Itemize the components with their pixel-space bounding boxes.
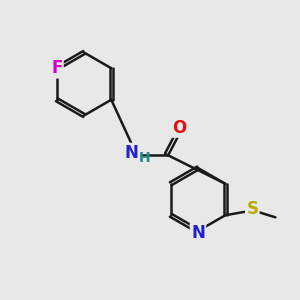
- Text: F: F: [51, 59, 62, 77]
- Text: H: H: [139, 151, 151, 164]
- Text: S: S: [246, 200, 258, 218]
- Text: N: N: [124, 144, 138, 162]
- Text: N: N: [191, 224, 205, 242]
- Text: O: O: [172, 118, 187, 136]
